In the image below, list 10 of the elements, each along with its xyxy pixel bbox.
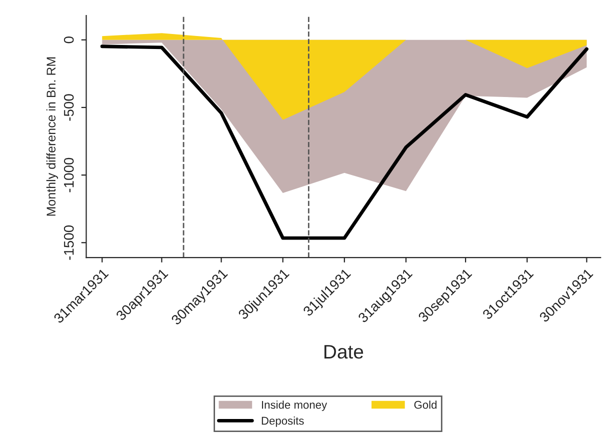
y-axis-title: Monthly difference in Bn. RM: [46, 57, 58, 216]
legend-label: Inside money: [262, 400, 328, 411]
y-tick-label: -500: [64, 94, 74, 121]
x-axis-title: Date: [324, 345, 364, 359]
y-tick-label: -1000: [64, 158, 74, 192]
y-tick-label: 0: [64, 36, 74, 44]
y-tick-label: -1500: [64, 225, 74, 260]
legend-label: Gold: [414, 400, 436, 409]
legend-label: Deposits: [262, 416, 304, 427]
line-series: [100, 44, 588, 240]
